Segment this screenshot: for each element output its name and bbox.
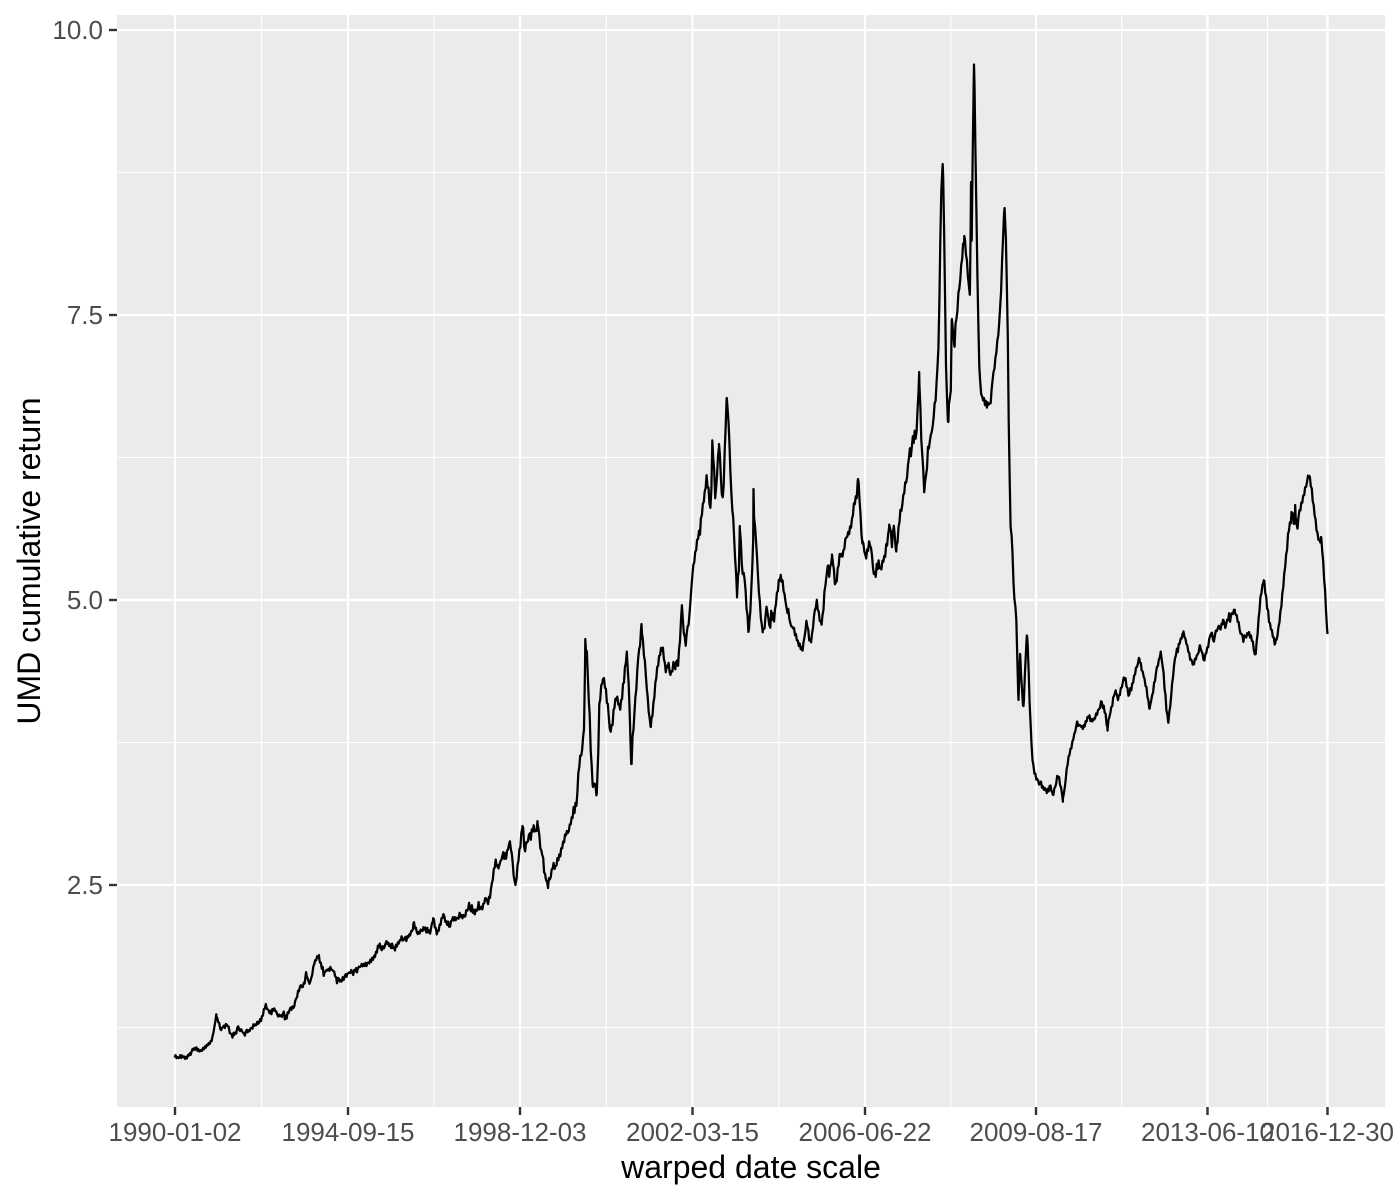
svg-text:warped date scale: warped date scale <box>620 1149 881 1185</box>
svg-text:10.0: 10.0 <box>52 15 103 45</box>
svg-text:2009-08-17: 2009-08-17 <box>970 1117 1103 1147</box>
svg-text:1998-12-03: 1998-12-03 <box>454 1117 587 1147</box>
svg-text:1994-09-15: 1994-09-15 <box>282 1117 415 1147</box>
svg-text:2.5: 2.5 <box>67 870 103 900</box>
svg-text:7.5: 7.5 <box>67 300 103 330</box>
svg-text:UMD cumulative return: UMD cumulative return <box>11 397 47 724</box>
svg-text:2016-12-30: 2016-12-30 <box>1261 1117 1394 1147</box>
svg-text:2002-03-15: 2002-03-15 <box>626 1117 759 1147</box>
svg-text:2013-06-10: 2013-06-10 <box>1141 1117 1274 1147</box>
svg-text:1990-01-02: 1990-01-02 <box>109 1117 242 1147</box>
svg-text:2006-06-22: 2006-06-22 <box>799 1117 932 1147</box>
svg-text:5.0: 5.0 <box>67 585 103 615</box>
